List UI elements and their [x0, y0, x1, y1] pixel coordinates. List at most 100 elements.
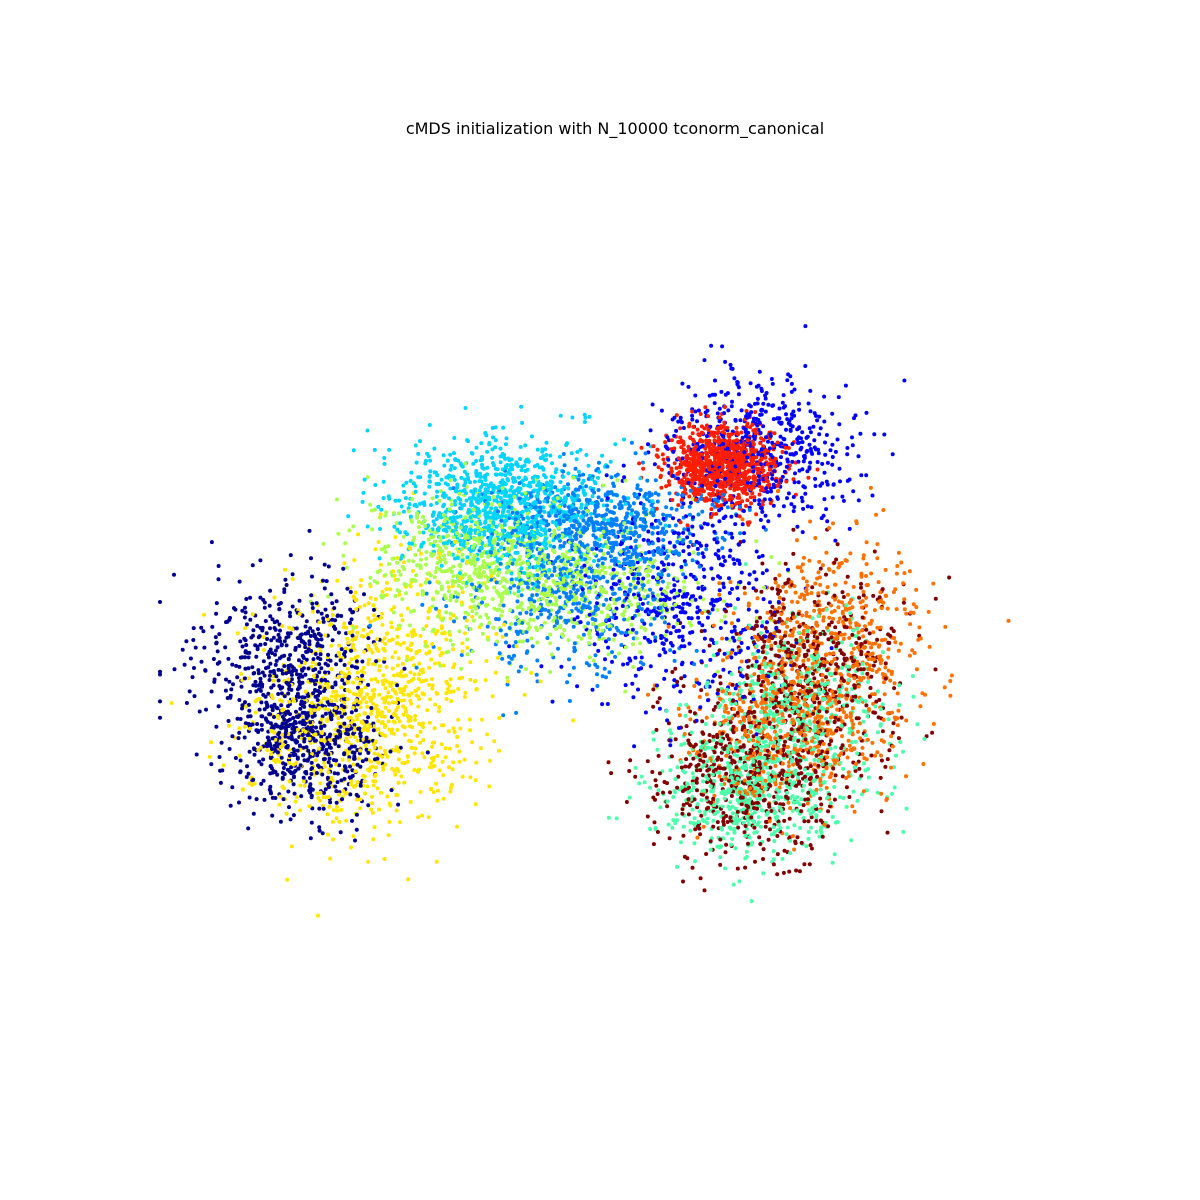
- scatter-point: [565, 680, 570, 685]
- scatter-point: [755, 616, 759, 621]
- scatter-point: [214, 601, 219, 606]
- scatter-point: [851, 489, 856, 494]
- scatter-point: [639, 445, 644, 450]
- scatter-point: [683, 575, 688, 580]
- scatter-point: [646, 529, 651, 534]
- scatter-point: [402, 490, 407, 494]
- scatter-point: [816, 614, 821, 619]
- scatter-point: [605, 579, 610, 584]
- scatter-point: [462, 695, 467, 699]
- scatter-point: [446, 729, 451, 734]
- scatter-point: [651, 575, 656, 580]
- scatter-point: [182, 662, 187, 667]
- scatter-point: [775, 709, 779, 714]
- scatter-point: [309, 760, 314, 765]
- scatter-point: [546, 602, 551, 607]
- scatter-point: [768, 827, 772, 832]
- scatter-point: [665, 718, 670, 723]
- scatter-point: [741, 627, 746, 632]
- scatter-point: [426, 815, 431, 820]
- scatter-point: [395, 627, 400, 632]
- scatter-point: [297, 598, 302, 603]
- scatter-point: [901, 829, 906, 834]
- scatter-point: [576, 477, 581, 482]
- scatter-point: [759, 683, 764, 688]
- scatter-point: [752, 681, 757, 686]
- scatter-point: [650, 770, 655, 774]
- scatter-point: [830, 814, 835, 819]
- scatter-point: [721, 555, 726, 559]
- scatter-point: [485, 465, 490, 470]
- scatter-point: [418, 634, 423, 638]
- scatter-point: [518, 457, 523, 461]
- scatter-point: [589, 501, 594, 505]
- scatter-point: [402, 698, 407, 703]
- scatter-point: [725, 655, 730, 660]
- scatter-point: [890, 710, 894, 715]
- scatter-point: [316, 796, 321, 800]
- scatter-point: [678, 610, 683, 615]
- scatter-point: [279, 691, 284, 696]
- scatter-point: [645, 759, 650, 764]
- scatter-point: [472, 563, 477, 568]
- scatter-point: [882, 432, 887, 437]
- scatter-point: [358, 583, 363, 588]
- scatter-point: [529, 612, 533, 617]
- scatter-point: [577, 473, 582, 478]
- scatter-point: [811, 424, 816, 429]
- scatter-point: [288, 614, 293, 619]
- scatter-point: [372, 724, 376, 729]
- scatter-point: [866, 680, 871, 684]
- scatter-point: [413, 552, 418, 557]
- scatter-point: [656, 788, 661, 793]
- scatter-point: [646, 692, 650, 697]
- scatter-point: [273, 627, 278, 632]
- scatter-point: [688, 630, 693, 635]
- scatter-point: [841, 595, 846, 599]
- scatter-point: [680, 634, 685, 639]
- scatter-point: [513, 621, 518, 626]
- scatter-point: [729, 404, 734, 409]
- scatter-point: [393, 594, 398, 598]
- scatter-point: [894, 607, 899, 612]
- scatter-point: [787, 835, 792, 840]
- scatter-point: [764, 568, 769, 573]
- scatter-point: [688, 828, 693, 833]
- scatter-point: [357, 712, 362, 717]
- scatter-point: [427, 720, 432, 725]
- scatter-point: [803, 364, 808, 368]
- scatter-point: [347, 528, 352, 533]
- scatter-point: [298, 763, 303, 768]
- scatter-point: [667, 482, 672, 487]
- scatter-point: [609, 499, 614, 504]
- scatter-point: [310, 606, 315, 610]
- scatter-point: [293, 645, 298, 650]
- scatter-point: [703, 722, 708, 726]
- scatter-point: [763, 513, 768, 518]
- scatter-point: [883, 665, 888, 670]
- scatter-point: [654, 727, 659, 732]
- scatter-point: [641, 466, 646, 471]
- scatter-point: [755, 396, 760, 401]
- scatter-point: [636, 580, 641, 585]
- scatter-point: [396, 757, 401, 762]
- scatter-point: [418, 740, 423, 745]
- scatter-point: [678, 689, 683, 694]
- scatter-point: [784, 777, 789, 782]
- scatter-point: [404, 591, 408, 596]
- scatter-point: [715, 651, 720, 656]
- scatter-point: [250, 563, 255, 568]
- scatter-point: [690, 413, 695, 418]
- scatter-point: [366, 662, 371, 667]
- scatter-point: [907, 569, 912, 574]
- scatter-point: [582, 624, 587, 629]
- scatter-point: [448, 789, 453, 794]
- scatter-point: [805, 801, 810, 806]
- scatter-point: [295, 691, 300, 696]
- scatter-point: [773, 729, 777, 734]
- scatter-point: [864, 410, 869, 415]
- scatter-point: [326, 707, 331, 712]
- scatter-point: [851, 646, 856, 651]
- scatter-point: [529, 494, 533, 499]
- scatter-point: [350, 664, 354, 669]
